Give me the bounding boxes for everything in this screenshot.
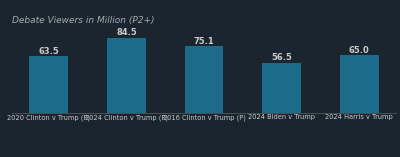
Text: 63.5: 63.5 xyxy=(38,47,59,56)
Bar xyxy=(185,46,223,113)
Bar xyxy=(107,38,146,113)
Bar xyxy=(262,63,301,113)
Text: 75.1: 75.1 xyxy=(194,37,214,46)
Text: 56.5: 56.5 xyxy=(271,53,292,62)
Bar xyxy=(30,56,68,113)
Text: 65.0: 65.0 xyxy=(349,46,370,55)
Bar xyxy=(340,55,378,113)
Text: Debate Viewers in Million (P2+): Debate Viewers in Million (P2+) xyxy=(12,16,154,25)
Text: 84.5: 84.5 xyxy=(116,28,137,37)
